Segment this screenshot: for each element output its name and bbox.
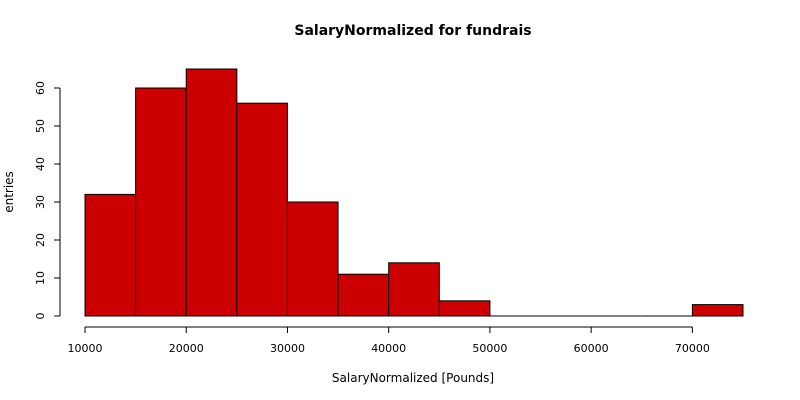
y-tick-label: 40	[34, 157, 47, 171]
histogram-bar	[438, 300, 491, 317]
x-axis-label: SalaryNormalized [Pounds]	[332, 371, 494, 385]
x-tick-label: 10000	[68, 342, 103, 355]
histogram-bar	[388, 262, 440, 317]
histogram-bar	[185, 68, 238, 317]
y-tick-label: 10	[34, 271, 47, 285]
histogram-bar	[337, 273, 390, 317]
histogram-bar	[286, 201, 339, 317]
y-tick-label: 30	[34, 195, 47, 209]
histogram-bar	[691, 304, 744, 317]
y-tick-label: 0	[34, 313, 47, 320]
y-axis-label: entries	[2, 171, 16, 213]
x-tick-label: 60000	[574, 342, 609, 355]
y-tick-label: 50	[34, 119, 47, 133]
x-tick-label: 40000	[371, 342, 406, 355]
histogram-bar	[84, 193, 137, 317]
bars-group	[84, 68, 744, 317]
chart-title: SalaryNormalized for fundrais	[294, 23, 531, 39]
x-tick-label: 70000	[675, 342, 710, 355]
histogram-bar	[135, 87, 187, 317]
x-tick-label: 20000	[169, 342, 204, 355]
x-tick-label: 30000	[270, 342, 305, 355]
y-tick-label: 60	[34, 81, 47, 95]
x-tick-label: 50000	[472, 342, 507, 355]
y-axis: 0 10 20 30 40 50 60	[34, 81, 61, 320]
y-tick-label: 20	[34, 233, 47, 247]
histogram-bar	[236, 102, 288, 317]
x-axis: 10000 20000 30000 40000 50000 60000 70000	[68, 326, 710, 355]
